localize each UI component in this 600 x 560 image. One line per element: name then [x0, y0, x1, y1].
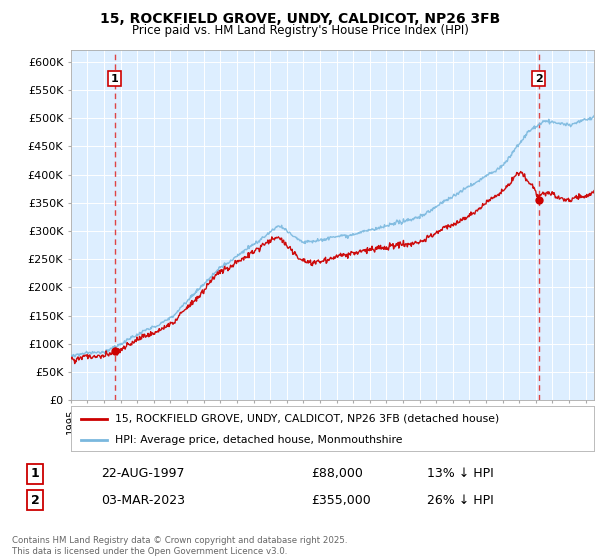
- Text: £355,000: £355,000: [311, 493, 371, 507]
- Text: 15, ROCKFIELD GROVE, UNDY, CALDICOT, NP26 3FB: 15, ROCKFIELD GROVE, UNDY, CALDICOT, NP2…: [100, 12, 500, 26]
- Text: 2: 2: [31, 493, 40, 507]
- Text: £88,000: £88,000: [311, 468, 364, 480]
- Text: 22-AUG-1997: 22-AUG-1997: [101, 468, 185, 480]
- Text: 15, ROCKFIELD GROVE, UNDY, CALDICOT, NP26 3FB (detached house): 15, ROCKFIELD GROVE, UNDY, CALDICOT, NP2…: [115, 413, 500, 423]
- Text: 1: 1: [111, 73, 119, 83]
- Text: 26% ↓ HPI: 26% ↓ HPI: [427, 493, 493, 507]
- Text: HPI: Average price, detached house, Monmouthshire: HPI: Average price, detached house, Monm…: [115, 435, 403, 445]
- Text: 2: 2: [535, 73, 542, 83]
- Text: 1: 1: [31, 468, 40, 480]
- Text: Price paid vs. HM Land Registry's House Price Index (HPI): Price paid vs. HM Land Registry's House …: [131, 24, 469, 36]
- Text: 03-MAR-2023: 03-MAR-2023: [101, 493, 185, 507]
- Text: 13% ↓ HPI: 13% ↓ HPI: [427, 468, 493, 480]
- Text: Contains HM Land Registry data © Crown copyright and database right 2025.
This d: Contains HM Land Registry data © Crown c…: [12, 536, 347, 556]
